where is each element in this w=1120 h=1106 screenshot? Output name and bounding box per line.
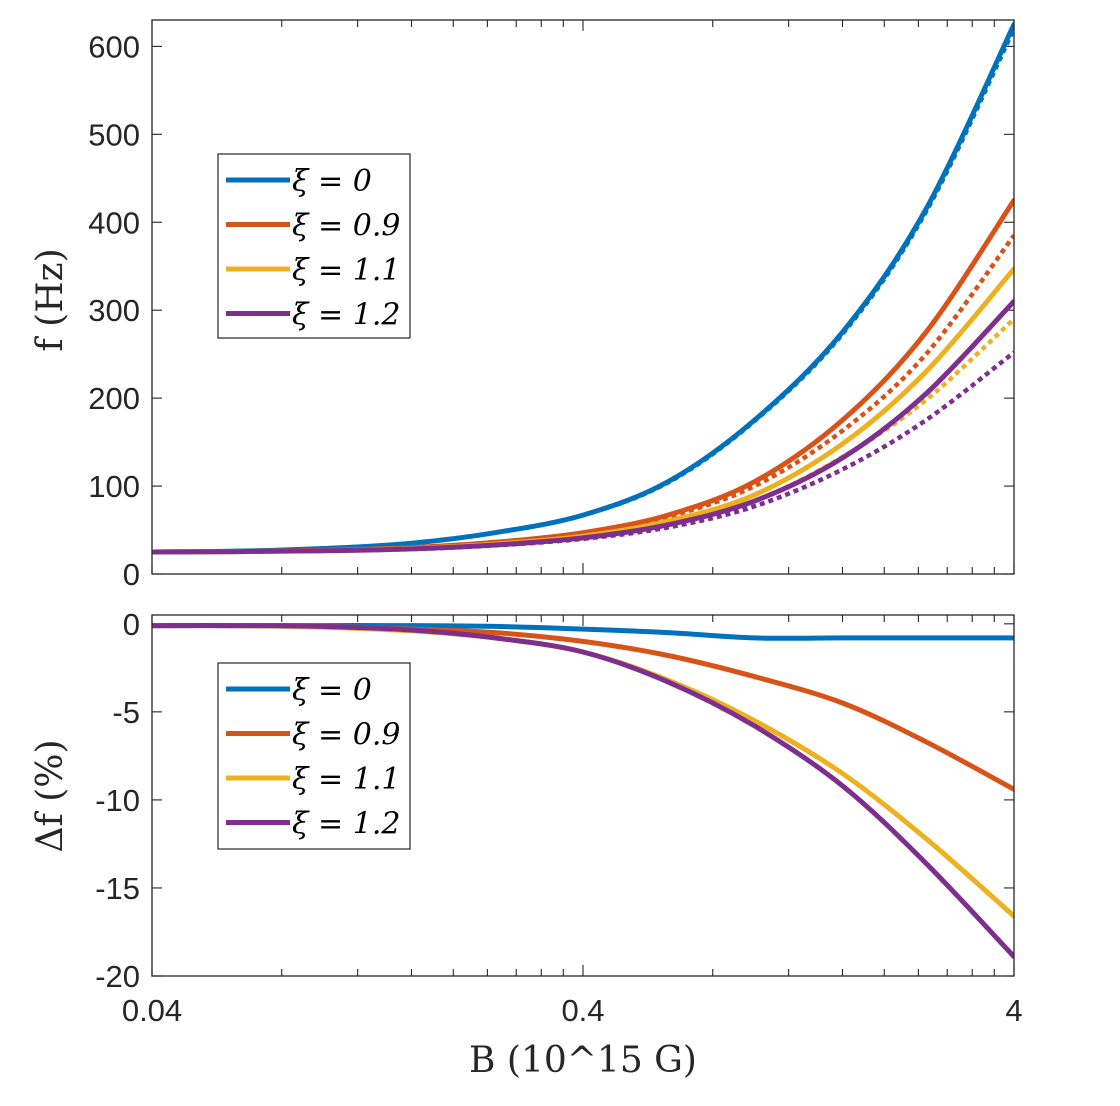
y-tick-label: -15 [95,871,140,906]
y-tick-label: -10 [95,783,140,818]
x-tick-label: 4 [1005,993,1022,1028]
top-plot-frame [151,19,1015,575]
legend-label: ξ = 1.1 [292,762,400,797]
legend-label: ξ = 1.2 [292,807,400,842]
y-tick-label: 0 [123,557,140,592]
bottom-panel: -20 -15 -10 -5 0 0.04 0.4 4 Δf (%) B (10^15 G)… [30,607,1023,1081]
top-legend: ξ = 0 ξ = 0.9 ξ = 1.1 ξ = 1.2 [217,153,411,339]
y-tick-label: -20 [95,959,140,994]
bottom-ytick-labels: -20 -15 -10 -5 0 [95,607,140,994]
y-tick-label: 200 [88,381,140,416]
legend-label: ξ = 0.9 [292,209,400,244]
bottom-xlabel: B (10^15 G) [469,1040,697,1081]
bottom-legend: ξ = 0 ξ = 0.9 ξ = 1.1 ξ = 1.2 [217,662,411,850]
top-legend-box [217,153,411,339]
bottom-plot-frame [151,614,1015,977]
y-tick-label: 400 [88,205,140,240]
bottom-xtick-labels: 0.04 0.4 4 [122,993,1023,1028]
series-line--1-2 [152,298,1014,555]
y-tick-label: -5 [112,695,140,730]
legend-label: ξ = 1.2 [292,298,400,333]
y-tick-label: 600 [88,29,140,64]
y-tick-label: 0 [123,607,140,642]
legend-label: ξ = 0 [292,673,372,708]
bottom-ylabel: Δf (%) [30,739,71,852]
x-tick-label: 0.04 [122,993,182,1028]
legend-label: ξ = 0 [292,164,372,199]
bottom-legend-box [217,662,411,850]
top-ytick-labels: 0 100 200 300 400 500 600 [88,29,140,592]
y-tick-label: 300 [88,293,140,328]
y-tick-label: 500 [88,117,140,152]
legend-label: ξ = 0.9 [292,718,400,753]
bottom-series-lines [152,622,1014,960]
top-ylabel: f (Hz) [30,248,71,351]
series-line--1-2 [152,623,1014,960]
y-tick-label: 100 [88,469,140,504]
top-series-lines [152,21,1014,555]
legend-label: ξ = 1.1 [292,253,400,288]
x-tick-label: 0.4 [561,993,604,1028]
